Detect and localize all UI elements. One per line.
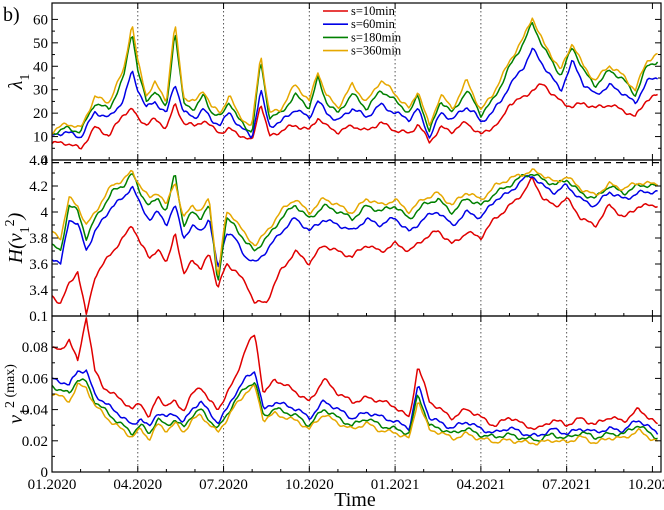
series-line bbox=[52, 47, 658, 139]
legend-entry: s=10min bbox=[351, 4, 396, 18]
y-tick-label: 4 bbox=[41, 205, 49, 221]
panel-vmax: 0 0.02 0.04 0.06 0.08 0.1 v12 (max) bbox=[3, 309, 662, 481]
y-tick-label: 3.6 bbox=[29, 257, 48, 273]
series-line bbox=[52, 173, 658, 281]
y-tick-label: 60 bbox=[33, 12, 48, 28]
y-axis-label-close: ) bbox=[5, 212, 27, 220]
series-line bbox=[52, 174, 658, 268]
y-axis-label-sup: 2 bbox=[3, 219, 18, 226]
y-tick-label: 4.4 bbox=[29, 153, 48, 169]
legend-entry: s=360min bbox=[351, 44, 402, 58]
y-tick-label: 40 bbox=[33, 59, 48, 75]
x-tick-label: 01.2020 bbox=[28, 477, 77, 493]
x-tick-label: 07.2020 bbox=[199, 477, 248, 493]
y-axis-label: v12 (max) bbox=[3, 364, 33, 424]
series-line bbox=[52, 168, 659, 276]
y-axis-label-sup: 2 (max) bbox=[3, 364, 18, 408]
y-tick-label: 4.2 bbox=[29, 179, 48, 195]
panel-entropy: 3.4 3.6 3.8 4 4.2 4.4 H(v12) bbox=[3, 153, 662, 317]
panel-lambda: 0 10 20 30 40 50 60 λ1 bbox=[5, 2, 662, 169]
x-tick-label: 10.2021 bbox=[628, 477, 664, 493]
series-group bbox=[52, 317, 659, 446]
y-tick-label: 10 bbox=[33, 130, 48, 146]
y-axis-label-sub: 1 bbox=[18, 74, 33, 81]
y-tick-label: 0 bbox=[41, 153, 49, 169]
x-axis-label: Time bbox=[334, 489, 376, 510]
y-axis-label-main: λ bbox=[5, 80, 27, 90]
y-axis-label-main: v bbox=[5, 415, 27, 424]
panel-label: b) bbox=[3, 4, 20, 26]
series-line bbox=[52, 317, 659, 431]
panel-frame bbox=[51, 315, 662, 473]
x-tick-label: 04.2021 bbox=[456, 477, 505, 493]
y-tick-label: 0 bbox=[41, 465, 49, 481]
x-tick-label: 07.2021 bbox=[542, 477, 591, 493]
x-tick-label: 01.2021 bbox=[371, 477, 420, 493]
chart-panels: 0102030405060λ13.43.63.844.24.4H(v12)00.… bbox=[3, 2, 662, 481]
y-tick-label: 0.02 bbox=[22, 434, 48, 450]
x-tick-label: 10.2020 bbox=[285, 477, 334, 493]
y-tick-label: 0.06 bbox=[22, 371, 49, 387]
y-tick-label: 3.8 bbox=[29, 231, 48, 247]
legend-entry: s=60min bbox=[351, 17, 396, 31]
series-group bbox=[52, 168, 659, 316]
series-group bbox=[52, 17, 659, 150]
y-axis-label-sub: 1 bbox=[18, 408, 33, 415]
y-axis-label-main: H(v bbox=[5, 233, 27, 264]
y-tick-label: 0.08 bbox=[22, 340, 48, 356]
series-line bbox=[52, 21, 659, 136]
y-tick-label: 0.04 bbox=[22, 403, 49, 419]
series-line bbox=[52, 382, 659, 446]
series-line bbox=[52, 176, 658, 316]
y-tick-label: 50 bbox=[33, 36, 48, 52]
y-axis-label: H(v12) bbox=[3, 212, 33, 264]
series-line bbox=[52, 17, 658, 135]
x-axis: 01.2020 04.2020 07.2020 10.2020 01.2021 04.20… bbox=[28, 477, 664, 493]
series-line bbox=[52, 369, 659, 437]
legend-entry: s=180min bbox=[351, 30, 402, 44]
y-tick-label: 20 bbox=[33, 106, 48, 122]
y-axis-label: λ1 bbox=[5, 74, 33, 91]
y-tick-label: 30 bbox=[33, 83, 48, 99]
y-axis-label-sub: 1 bbox=[18, 226, 33, 233]
y-tick-label: 0.1 bbox=[29, 309, 48, 325]
series-line bbox=[52, 83, 658, 150]
y-tick-label: 3.4 bbox=[29, 283, 48, 299]
x-tick-label: 04.2020 bbox=[113, 477, 162, 493]
series-line bbox=[52, 378, 658, 442]
